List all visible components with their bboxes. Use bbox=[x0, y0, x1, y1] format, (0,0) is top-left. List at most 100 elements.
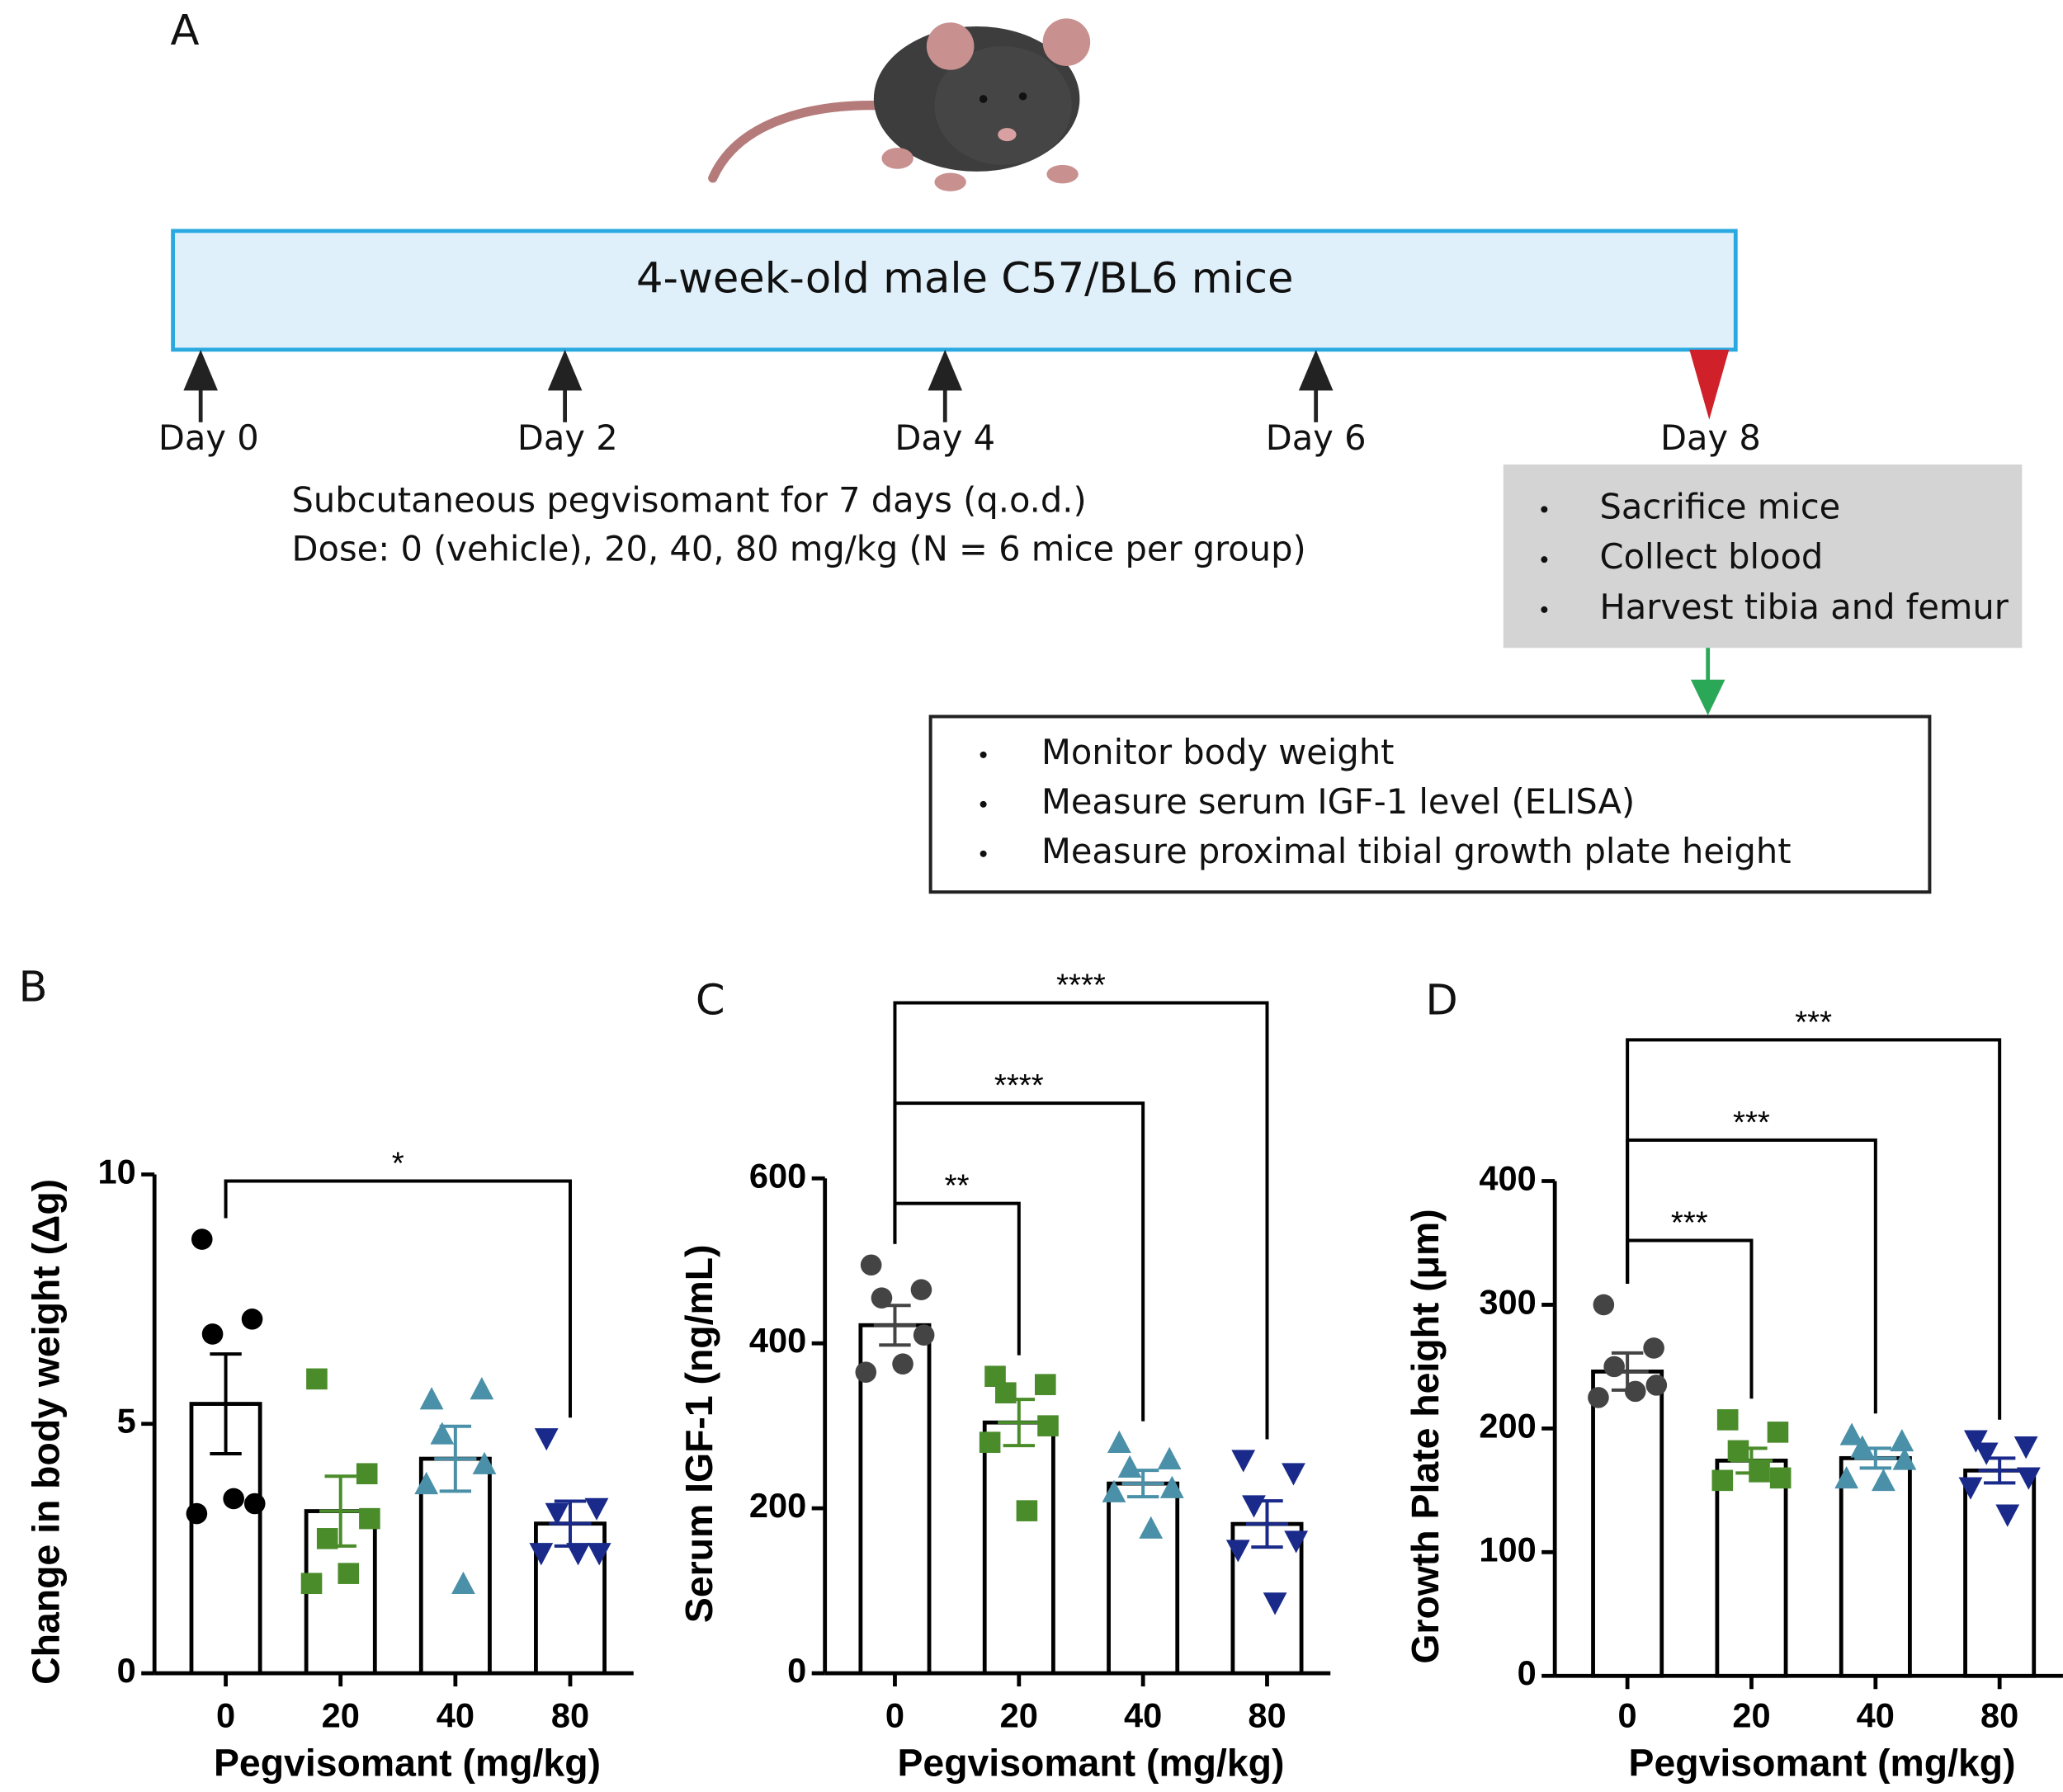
data-point bbox=[1890, 1428, 1914, 1452]
data-point bbox=[2013, 1436, 2038, 1460]
data-point bbox=[1107, 1430, 1131, 1453]
data-point bbox=[1624, 1380, 1646, 1403]
x-axis-label: Pegvisomant (mg/kg) bbox=[214, 1741, 601, 1784]
charts: B 0 5 10 Change in body weight (Δg) Pegvisoma… bbox=[18, 963, 2063, 1784]
data-point bbox=[338, 1563, 360, 1584]
x-tick-label: 40 bbox=[1124, 1695, 1162, 1734]
bar bbox=[1591, 1369, 1664, 1678]
arrow-head bbox=[183, 349, 218, 391]
significance-label: *** bbox=[1733, 1105, 1770, 1140]
bar bbox=[1963, 1468, 2037, 1678]
bullet bbox=[1541, 506, 1548, 513]
error-bar bbox=[1606, 1351, 1649, 1392]
significance-bracket bbox=[224, 1179, 573, 1418]
bullet bbox=[1541, 606, 1548, 613]
data-point bbox=[243, 1493, 266, 1515]
x-tick-label: 0 bbox=[1618, 1695, 1637, 1734]
data-point bbox=[587, 1543, 611, 1566]
endpoint-item: Harvest tibia and femur bbox=[1600, 587, 2009, 627]
data-point bbox=[1850, 1435, 1875, 1458]
y-tick-label: 400 bbox=[749, 1321, 806, 1360]
data-point bbox=[1711, 1469, 1734, 1492]
data-point bbox=[566, 1543, 590, 1566]
significance-label: **** bbox=[994, 1068, 1044, 1103]
data-point bbox=[1231, 1450, 1256, 1473]
x-tick-label: 0 bbox=[885, 1695, 904, 1734]
y-tick-label: 300 bbox=[1479, 1282, 1536, 1321]
data-point bbox=[1727, 1440, 1749, 1462]
x-tick-label: 80 bbox=[551, 1695, 589, 1734]
data-point bbox=[860, 1254, 882, 1276]
data-point bbox=[871, 1287, 893, 1309]
data-point bbox=[414, 1471, 439, 1495]
data-point bbox=[1958, 1477, 1983, 1500]
data-point bbox=[1593, 1294, 1615, 1316]
x-axis-label: Pegvisomant (mg/kg) bbox=[1629, 1741, 2016, 1784]
data-point bbox=[1139, 1516, 1164, 1539]
data-point bbox=[1117, 1455, 1142, 1478]
data-point bbox=[1995, 1504, 2020, 1527]
data-point bbox=[1603, 1356, 1625, 1378]
analysis-item: Measure proximal tibial growth plate hei… bbox=[1041, 831, 1792, 871]
data-point bbox=[1769, 1467, 1792, 1489]
error-bar bbox=[1245, 1499, 1289, 1549]
day-label: Day 0 bbox=[158, 417, 259, 458]
x-axis-label: Pegvisomant (mg/kg) bbox=[897, 1741, 1284, 1784]
error-bar bbox=[1730, 1446, 1773, 1475]
data-point bbox=[1716, 1409, 1739, 1431]
data-point bbox=[1588, 1387, 1609, 1408]
panel-label: D bbox=[1425, 976, 1457, 1026]
data-point bbox=[2016, 1467, 2041, 1490]
data-point bbox=[1016, 1500, 1038, 1521]
y-tick-label: 0 bbox=[117, 1651, 136, 1690]
data-point bbox=[1157, 1446, 1182, 1469]
data-point bbox=[1767, 1422, 1789, 1443]
x-tick-label: 40 bbox=[437, 1695, 474, 1734]
data-point bbox=[584, 1497, 609, 1521]
y-axis-label: Growth Plate height (μm) bbox=[1404, 1209, 1447, 1663]
x-tick-label: 40 bbox=[1857, 1695, 1895, 1734]
end-marker bbox=[1689, 349, 1730, 420]
data-point bbox=[1892, 1447, 1917, 1470]
protocol-line: Dose: 0 (vehicle), 20, 40, 80 mg/kg (N =… bbox=[292, 529, 1306, 569]
bar bbox=[1107, 1481, 1180, 1676]
chart: B 0 5 10 Change in body weight (Δg) Pegvisoma… bbox=[18, 963, 634, 1784]
endpoint-box bbox=[1503, 464, 2023, 648]
panel-label: B bbox=[18, 963, 47, 1012]
significance-label: * bbox=[392, 1145, 404, 1181]
x-tick-label: 80 bbox=[1248, 1695, 1286, 1734]
error-bar bbox=[1854, 1446, 1897, 1470]
data-point bbox=[545, 1502, 569, 1526]
bullet bbox=[1541, 556, 1548, 564]
analysis-item: Monitor body weight bbox=[1041, 732, 1395, 772]
y-tick-label: 0 bbox=[787, 1651, 806, 1690]
data-point bbox=[1643, 1337, 1664, 1359]
panel-label: C bbox=[696, 976, 725, 1026]
error-bar bbox=[204, 1352, 248, 1456]
y-axis-label: Change in body weight (Δg) bbox=[24, 1179, 67, 1685]
bar bbox=[418, 1456, 492, 1676]
error-bar bbox=[998, 1398, 1041, 1448]
bullet bbox=[980, 800, 987, 808]
x-tick-label: 80 bbox=[1980, 1695, 2018, 1734]
significance-label: *** bbox=[1795, 1004, 1832, 1040]
y-tick-label: 0 bbox=[1518, 1653, 1537, 1692]
data-point bbox=[1872, 1468, 1895, 1492]
protocol-line: Subcutaneous pegvisomant for 7 days (q.o… bbox=[292, 479, 1087, 520]
data-point bbox=[430, 1422, 455, 1445]
data-point bbox=[1284, 1530, 1309, 1554]
data-point bbox=[1749, 1461, 1770, 1483]
data-point bbox=[300, 1573, 323, 1595]
data-point bbox=[534, 1428, 559, 1451]
data-point bbox=[979, 1431, 1001, 1453]
day-label: Day 8 bbox=[1660, 417, 1761, 458]
y-tick-label: 400 bbox=[1479, 1158, 1536, 1197]
data-point bbox=[306, 1368, 328, 1390]
data-point bbox=[419, 1387, 444, 1410]
data-point bbox=[1645, 1375, 1668, 1396]
y-tick-label: 600 bbox=[749, 1156, 806, 1195]
data-point bbox=[892, 1353, 913, 1375]
bullet bbox=[980, 751, 987, 758]
data-point bbox=[855, 1361, 877, 1383]
